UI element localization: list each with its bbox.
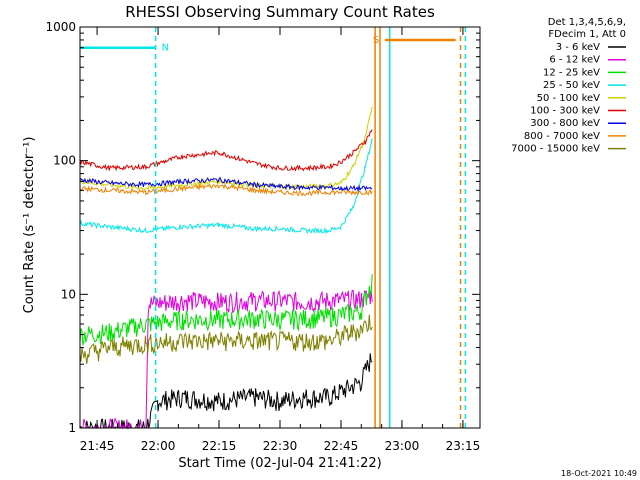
series-layer xyxy=(79,106,373,430)
legend-label-3: 25 - 50 keV xyxy=(543,80,600,91)
marker-label-1: S xyxy=(373,35,379,46)
series-line-1 xyxy=(80,289,373,430)
x-tick-label-3: 22:30 xyxy=(263,439,298,453)
legend-label-0: 3 - 6 keV xyxy=(556,42,600,53)
series-line-8 xyxy=(79,314,373,365)
series-line-6 xyxy=(79,176,373,193)
y-axis-label: Count Rate (s⁻¹ detector⁻¹) xyxy=(22,137,37,314)
x-tick-label-5: 23:00 xyxy=(385,439,420,453)
series-line-2 xyxy=(79,274,373,346)
y-tick-label-2: 100 xyxy=(53,154,76,168)
plot-area xyxy=(80,27,480,428)
x-tick-label-1: 22:00 xyxy=(141,439,176,453)
legend-label-4: 50 - 100 keV xyxy=(537,93,601,104)
y-tick-label-1: 10 xyxy=(61,287,76,301)
series-line-7 xyxy=(79,183,373,197)
legend-label-2: 12 - 25 keV xyxy=(543,67,600,78)
legend-header-1: FDecim 1, Att 0 xyxy=(548,29,626,40)
series-line-5 xyxy=(79,129,373,172)
x-tick-label-2: 22:15 xyxy=(202,439,237,453)
series-line-3 xyxy=(79,138,373,235)
plot-background xyxy=(80,27,480,428)
footer-date: 18-Oct-2021 10:49 xyxy=(561,469,637,478)
legend-label-6: 300 - 800 keV xyxy=(530,118,600,129)
x-tick-label-4: 22:45 xyxy=(324,439,359,453)
axes-layer: 21:45 22:00 22:15 22:30 22:45 23:00 23:15 1 10 10… xyxy=(45,20,481,453)
legend-label-5: 100 - 300 keV xyxy=(530,106,600,117)
legend-label-1: 6 - 12 keV xyxy=(549,55,600,66)
x-tick-label-0: 21:45 xyxy=(80,439,115,453)
legend-label-7: 800 - 7000 keV xyxy=(524,131,600,142)
x-axis-label: Start Time (02-Jul-04 21:41:22) xyxy=(178,456,381,471)
marker-layer: NS xyxy=(80,27,467,428)
y-tick-label-3: 1000 xyxy=(45,20,76,34)
chart-title: RHESSI Observing Summary Count Rates xyxy=(125,3,435,21)
legend-header-0: Det 1,3,4,5,6,9, xyxy=(548,17,626,28)
legend: Det 1,3,4,5,6,9,FDecim 1, Att 0 3 - 6 keV… xyxy=(511,17,626,155)
marker-label-0: N xyxy=(162,43,169,54)
legend-label-8: 7000 - 15000 keV xyxy=(511,144,600,155)
series-line-0 xyxy=(79,353,373,430)
y-tick-label-0: 1 xyxy=(68,421,76,435)
x-tick-label-6: 23:15 xyxy=(446,439,481,453)
